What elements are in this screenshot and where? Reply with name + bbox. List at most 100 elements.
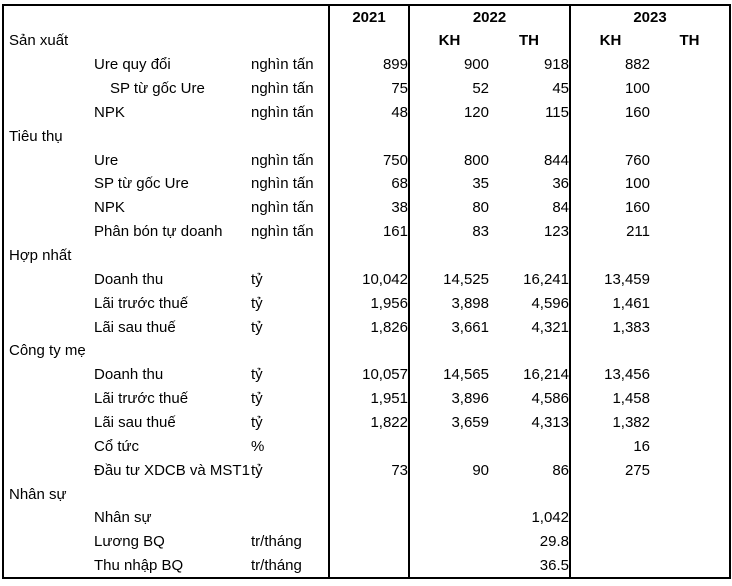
value-2023-kh: 275 [624, 461, 650, 479]
unit-cell: % [251, 434, 330, 459]
section-row: Nhân sự [3, 482, 730, 507]
table-row: Lãi trước thuế tỷ 1,951 3,896 4,586 1,458 [3, 386, 730, 411]
table-row: Lãi sau thuế tỷ 1,822 3,659 4,313 1,382 [3, 410, 730, 435]
table-row: Ure nghìn tấn 750 800 844 760 [3, 148, 730, 173]
value-2023-kh: 13,459 [604, 270, 650, 288]
value-2023-kh: 100 [624, 80, 650, 97]
unit-cell: nghìn tấn [251, 52, 330, 77]
value-2023-kh: 882 [624, 56, 650, 74]
row-label: Doanh thu [94, 270, 164, 288]
value-2022-kh: 83 [472, 223, 489, 241]
value-2021 [329, 553, 410, 578]
row-label: Lãi sau thuế [94, 414, 176, 432]
value-2023-kh [570, 554, 650, 578]
value-2023-kh [570, 506, 650, 530]
subheader-2023-kh: KH [599, 32, 622, 50]
value-2023-th [650, 77, 730, 101]
value-2021: 1,956 [329, 291, 410, 316]
row-label: Doanh thu [94, 366, 164, 384]
value-2022-th: 4,596 [489, 291, 571, 316]
value-2023-kh [570, 339, 650, 363]
unit-cell: nghìn tấn [251, 148, 330, 173]
year-header-2023: 2023 [633, 8, 667, 26]
section-row: Hợp nhất [3, 243, 730, 268]
value-2023-kh: 760 [624, 151, 650, 169]
table-row: Phân bón tự doanh nghìn tấn 161 83 123 211 [3, 219, 730, 244]
unit-cell: nghìn tấn [251, 100, 330, 125]
year-header-2021: 2021 [329, 5, 410, 29]
value-2022-kh [409, 554, 489, 578]
value-2023-kh: 1,383 [612, 318, 650, 336]
unit-cell-empty [251, 28, 330, 53]
value-2022-th: 16,214 [489, 362, 571, 387]
unit-cell: tr/tháng [251, 529, 330, 554]
value-2023-kh: 1,461 [612, 294, 650, 312]
unit-cell: tỷ [251, 267, 330, 292]
row-label: Thu nhập BQ [94, 556, 184, 574]
unit-cell [251, 506, 330, 530]
value-2023-th [650, 482, 730, 506]
value-2023-th [650, 339, 730, 363]
value-2022-kh [409, 244, 489, 268]
table-row: Lãi trước thuế tỷ 1,956 3,898 4,596 1,461 [3, 291, 730, 316]
table-row: Lương BQ tr/tháng 29.8 [3, 529, 730, 554]
row-label: Lãi trước thuế [94, 390, 189, 408]
table-row: NPK nghìn tấn 48 120 115 160 [3, 100, 730, 125]
section-label: Hợp nhất [9, 247, 72, 265]
value-2021: 73 [329, 458, 410, 483]
value-2021: 10,042 [329, 267, 410, 292]
unit-cell [251, 243, 330, 268]
unit-cell: tỷ [251, 386, 330, 411]
unit-cell: tỷ [251, 362, 330, 387]
value-2022-kh: 90 [472, 461, 489, 479]
value-2021: 68 [329, 172, 410, 196]
value-2021: 899 [329, 52, 410, 77]
unit-cell [251, 482, 330, 507]
value-2022-th: 84 [489, 195, 571, 220]
value-2023-th [650, 220, 730, 244]
value-2022-kh: 3,659 [451, 414, 489, 432]
value-2022-kh: 3,898 [451, 294, 489, 312]
unit-cell: nghìn tấn [251, 172, 330, 196]
value-2022-kh: 3,661 [451, 318, 489, 336]
value-2022-th [489, 434, 571, 459]
value-2022-kh: 14,525 [443, 270, 489, 288]
row-label: Lãi trước thuế [94, 294, 189, 312]
unit-cell: tr/tháng [251, 553, 330, 578]
unit-cell: tỷ [251, 291, 330, 316]
value-2023-kh: 211 [626, 223, 650, 241]
table-row: SP từ gốc Ure nghìn tấn 75 52 45 100 [3, 76, 730, 101]
subheader-2023-th: TH [679, 32, 700, 50]
value-2022-kh: 35 [472, 175, 489, 193]
unit-cell: nghìn tấn [251, 219, 330, 244]
value-2021: 750 [329, 148, 410, 173]
value-2022-th: 16,241 [489, 267, 571, 292]
value-2022-kh [409, 339, 489, 363]
row-label: SP từ gốc Ure [94, 175, 189, 193]
row-label: Cổ tức [94, 437, 140, 455]
value-2021 [329, 529, 410, 554]
value-2023-kh: 13,456 [604, 366, 650, 384]
value-2023-kh [570, 124, 650, 148]
value-2021: 75 [329, 76, 410, 101]
row-label: Phân bón tự doanh [94, 223, 223, 241]
unit-cell [251, 124, 330, 149]
row-label: Lương BQ [94, 533, 165, 551]
row-label: Đầu tư XDCB và MST1 [94, 461, 250, 479]
section-label: Nhân sự [9, 485, 67, 503]
value-2021 [329, 339, 410, 363]
value-2021: 1,951 [329, 386, 410, 411]
value-2023-th [650, 434, 730, 458]
subheader-2022-kh: KH [438, 32, 461, 50]
subheader-2022-th: TH [489, 28, 571, 53]
value-2022-th: 86 [489, 458, 571, 483]
value-2022-kh: 80 [472, 199, 489, 217]
value-2021 [329, 243, 410, 268]
value-2023-th [650, 530, 730, 554]
table-row: Thu nhập BQ tr/tháng 36.5 [3, 553, 730, 578]
value-2022-th [489, 482, 571, 507]
value-2021 [329, 482, 410, 507]
value-2023-th [650, 148, 730, 172]
table-row: NPK nghìn tấn 38 80 84 160 [3, 195, 730, 220]
value-2023-kh [570, 244, 650, 268]
